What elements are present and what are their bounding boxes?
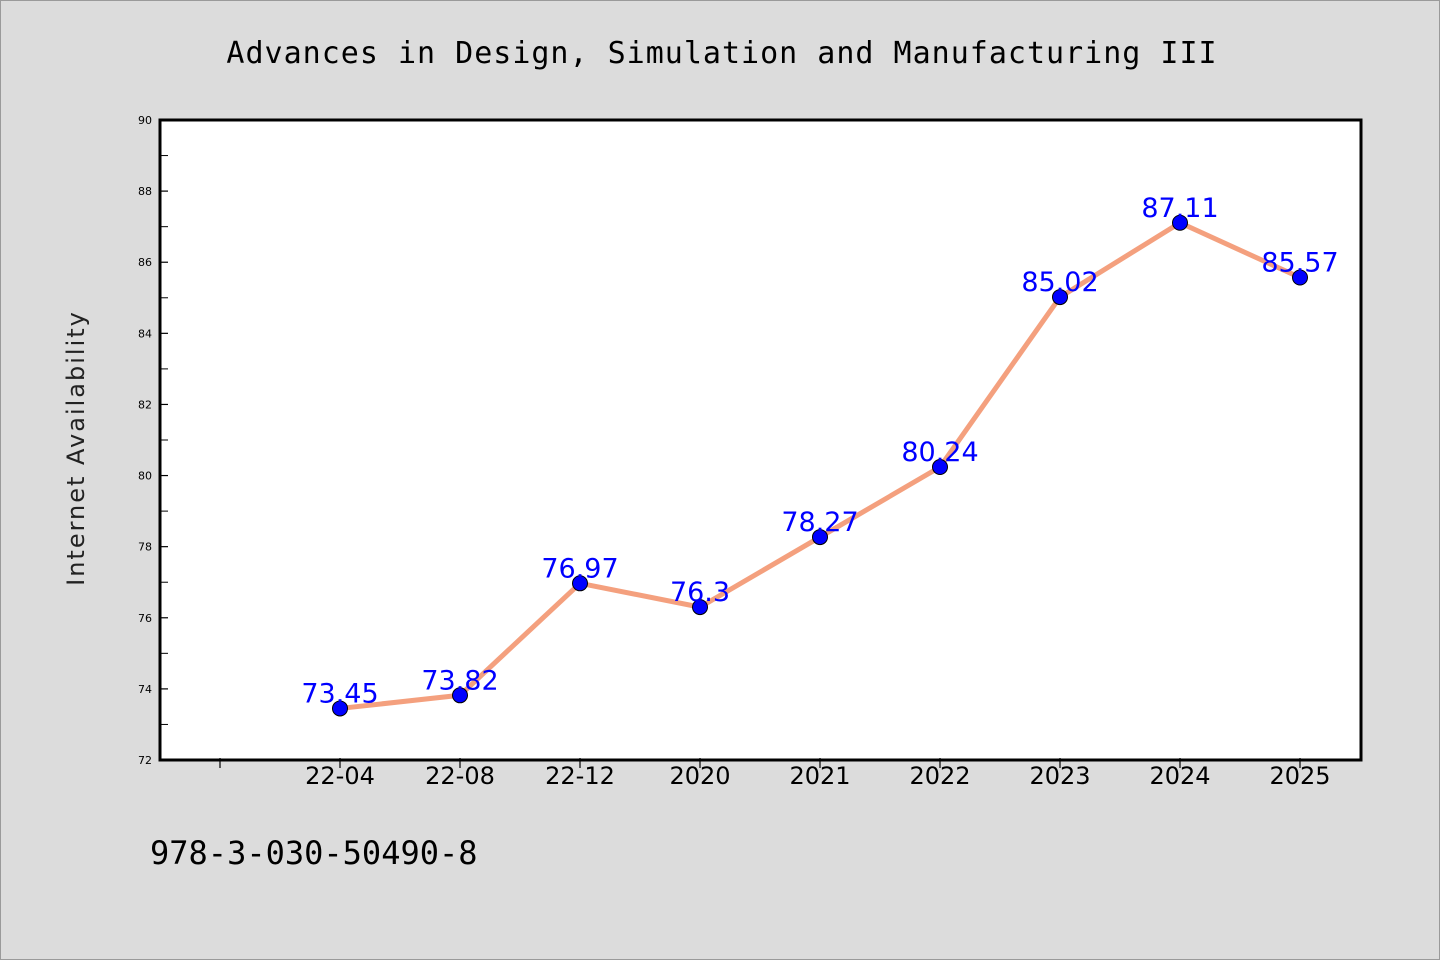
plot-border bbox=[158, 118, 1363, 762]
chart-title: Advances in Design, Simulation and Manuf… bbox=[226, 36, 1217, 71]
x-tick-label: 2024 bbox=[1149, 762, 1210, 790]
y-axis: 72 74 76 78 80 82 84 86 88 90 bbox=[138, 114, 168, 767]
isbn-text: 978-3-030-50490-8 bbox=[150, 834, 478, 872]
x-tick-label: 2023 bbox=[1029, 762, 1090, 790]
x-axis: 22-04 22-08 22-12 2020 2021 2022 2023 2024 2025 bbox=[219, 758, 1331, 790]
y-tick-label: 76 bbox=[138, 612, 152, 625]
y-tick-label: 74 bbox=[138, 683, 152, 696]
data-point-marker bbox=[1292, 269, 1308, 286]
data-label: 85.02 bbox=[1021, 267, 1098, 298]
data-point-marker bbox=[452, 687, 468, 704]
data-point-marker bbox=[692, 599, 708, 616]
x-tick-label: 22-12 bbox=[545, 762, 615, 790]
data-label: 76.3 bbox=[670, 577, 730, 608]
x-tick-label: 22-08 bbox=[425, 762, 495, 790]
x-tick-label: 2025 bbox=[1269, 762, 1330, 790]
data-label: 80.24 bbox=[901, 437, 978, 468]
y-tick-label: 86 bbox=[138, 256, 152, 269]
plot-area bbox=[160, 120, 1361, 760]
data-label: 76.97 bbox=[541, 553, 618, 584]
x-tick-label: 2021 bbox=[789, 762, 850, 790]
y-tick-label: 72 bbox=[138, 754, 152, 767]
data-label: 87.11 bbox=[1141, 193, 1218, 224]
y-tick-label: 90 bbox=[138, 114, 152, 127]
x-tick-label: 2022 bbox=[909, 762, 970, 790]
x-tick-label: 2020 bbox=[669, 762, 730, 790]
y-tick-label: 88 bbox=[138, 185, 152, 198]
data-point-marker bbox=[812, 529, 828, 546]
data-label: 73.82 bbox=[421, 665, 498, 696]
data-label: 78.27 bbox=[781, 507, 858, 538]
data-point-marker bbox=[932, 459, 948, 476]
x-tick-label: 22-04 bbox=[305, 762, 375, 790]
y-tick-label: 84 bbox=[138, 327, 152, 340]
y-tick-label: 80 bbox=[138, 470, 152, 483]
series-layer: 73.45 73.82 76.97 76.3 78.27 80.24 85.02 87.11 8… bbox=[301, 193, 1339, 717]
data-point-marker bbox=[1052, 289, 1068, 306]
data-label: 73.45 bbox=[301, 678, 378, 709]
y-tick-label: 78 bbox=[138, 541, 152, 554]
y-axis-label: Internet Availability bbox=[62, 310, 90, 586]
data-point-marker bbox=[1172, 214, 1188, 231]
data-point-marker bbox=[332, 700, 348, 717]
y-tick-label: 82 bbox=[138, 398, 152, 411]
data-point-marker bbox=[572, 575, 588, 592]
data-label: 85.57 bbox=[1261, 248, 1338, 279]
